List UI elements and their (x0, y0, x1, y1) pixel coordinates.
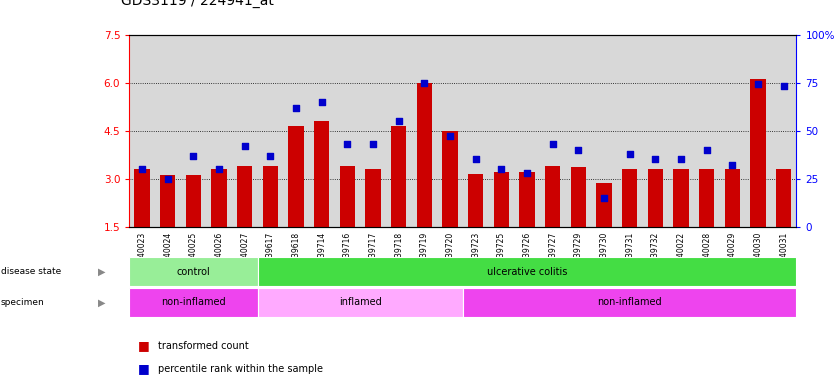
Point (726, 162, 739, 168)
Point (366, 141, 379, 147)
Bar (365, 169, 381, 227)
Point (751, 81, 765, 88)
Text: percentile rank within the sample: percentile rank within the sample (158, 364, 324, 374)
Bar (314, 121, 329, 227)
Bar (596, 184, 611, 227)
Bar (391, 126, 406, 227)
Point (623, 151, 636, 157)
Text: ▶: ▶ (98, 266, 106, 277)
Bar (648, 169, 663, 227)
Bar (751, 79, 766, 227)
Bar (468, 174, 484, 227)
Text: non-inflamed: non-inflamed (597, 297, 662, 308)
Text: specimen: specimen (1, 298, 44, 307)
Bar (494, 172, 509, 227)
Point (495, 166, 508, 172)
Bar (237, 166, 253, 227)
Point (187, 152, 200, 159)
Bar (622, 169, 637, 227)
Point (315, 99, 329, 105)
Point (392, 118, 405, 124)
Point (700, 147, 713, 153)
Bar (129, 257, 258, 286)
Bar (570, 167, 586, 227)
Point (546, 141, 560, 147)
Bar (545, 166, 560, 227)
Text: ulcerative colitis: ulcerative colitis (487, 266, 567, 277)
Bar (211, 169, 227, 227)
Bar (263, 166, 278, 227)
Bar (186, 175, 201, 227)
Point (418, 79, 431, 86)
Point (777, 83, 791, 89)
Point (649, 156, 662, 162)
Point (238, 143, 251, 149)
Point (161, 175, 174, 182)
Point (289, 104, 303, 111)
Point (341, 141, 354, 147)
Bar (129, 288, 258, 317)
Text: non-inflamed: non-inflamed (161, 297, 226, 308)
Text: transformed count: transformed count (158, 341, 249, 351)
Bar (673, 169, 689, 227)
Text: control: control (177, 266, 210, 277)
Bar (520, 172, 535, 227)
Point (213, 166, 226, 172)
Point (675, 156, 688, 162)
Bar (289, 126, 304, 227)
Bar (134, 169, 150, 227)
Point (571, 147, 585, 153)
Bar (463, 288, 796, 317)
Bar (339, 166, 355, 227)
Text: ■: ■ (138, 362, 149, 375)
Point (597, 195, 610, 201)
Bar (258, 257, 796, 286)
Point (444, 133, 457, 139)
Bar (258, 288, 463, 317)
Point (135, 166, 148, 172)
Bar (442, 131, 458, 227)
Bar (699, 169, 715, 227)
Point (264, 152, 277, 159)
Point (520, 170, 534, 176)
Bar (417, 83, 432, 227)
Point (469, 156, 482, 162)
Bar (725, 169, 740, 227)
Text: ■: ■ (138, 339, 149, 352)
Text: GDS3119 / 224941_at: GDS3119 / 224941_at (121, 0, 274, 8)
Text: disease state: disease state (1, 267, 61, 276)
Text: inflamed: inflamed (339, 297, 382, 308)
Text: ▶: ▶ (98, 297, 106, 308)
Bar (160, 175, 175, 227)
Bar (776, 169, 791, 227)
